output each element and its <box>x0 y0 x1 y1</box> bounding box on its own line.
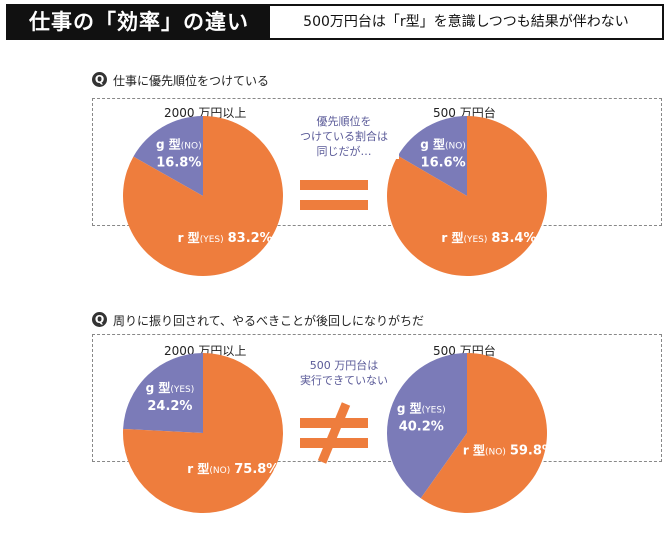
equal-sign-bar-top <box>300 180 368 190</box>
pie-3-slice-1-label: g 型(YES) 24.2% <box>146 380 195 414</box>
pie-1-slice-1-answer: (NO) <box>181 142 202 152</box>
group-label-1-right: 500 万円台 <box>433 106 496 120</box>
section-2-frame <box>92 334 662 462</box>
header-bar: 仕事の「効率」の違い 500万円台は「r型」を意識しつつも結果が伴わない <box>6 4 664 40</box>
pie-1-slice-2 <box>123 116 283 276</box>
page-subtitle: 500万円台は「r型」を意識しつつも結果が伴わない <box>303 14 629 30</box>
note-1: 優先順位を つけている割合は 同じだが… <box>289 114 399 159</box>
pie-2-slice-1-type: g 型 <box>420 136 445 151</box>
pie-1-slice-1-type: g 型 <box>156 137 181 152</box>
pie-1-slice-2-value: 83.2% <box>228 231 273 246</box>
group-label-2-left: 2000 万円以上 <box>164 344 247 358</box>
pie-2-slice-1-answer: (NO) <box>445 141 466 151</box>
pie-2-slice-2-answer: (YES) <box>463 235 487 245</box>
pie-4-slice-2-label: r 型(NO) 59.8% <box>463 442 555 458</box>
pie-2-slice-1-value: 16.6% <box>421 155 466 170</box>
pie-1-slice-1 <box>133 116 203 196</box>
pie-3-slice-2 <box>123 352 283 513</box>
note-1-line-3: 同じだが… <box>316 145 372 158</box>
pie-3-slice-1 <box>123 353 203 433</box>
note-2: 500 万円台は 実行できていない <box>289 358 399 388</box>
note-1-line-2: つけている割合は <box>300 130 388 143</box>
pie-4-slice-1-type: g 型 <box>397 400 422 415</box>
pie-3-slice-2-value: 75.8% <box>234 462 279 477</box>
pie-2-slice-1 <box>397 116 467 196</box>
note-2-line-1: 500 万円台は <box>309 359 379 372</box>
pie-3-slice-1-value: 24.2% <box>147 399 192 414</box>
pie-4-slice-2 <box>420 353 547 513</box>
note-2-line-2: 実行できていない <box>300 374 388 387</box>
pie-3-slice-1-answer: (YES) <box>170 385 194 395</box>
pie-2-slice-1-label: g 型(NO) 16.6% <box>420 136 466 170</box>
pie-4-slice-2-answer: (NO) <box>485 447 506 457</box>
page-title: 仕事の「効率」の違い <box>8 6 270 38</box>
pie-3-slice-1-type: g 型 <box>146 380 171 395</box>
question-2: 周りに振り回されて、やるべきことが後回しになりがちだ <box>113 314 425 328</box>
pie-2-slice-2-value: 83.4% <box>491 231 536 246</box>
not-equal-sign-slash <box>317 402 351 464</box>
question-mark-icon-2: Q <box>92 312 107 327</box>
question-1: 仕事に優先順位をつけている <box>113 74 270 88</box>
pie-4-slice-2-type: r 型 <box>463 442 485 457</box>
pie-4-slice-2-value: 59.8% <box>510 443 555 458</box>
pie-1-slice-1-label: g 型(NO) 16.8% <box>156 137 202 171</box>
pie-1-slice-2-type: r 型 <box>178 230 200 245</box>
group-label-1-left: 2000 万円以上 <box>164 106 247 120</box>
pie-3-slice-2-answer: (NO) <box>209 466 230 476</box>
equal-sign-bar-bottom <box>300 200 368 210</box>
pie-1-slice-1-value: 16.8% <box>156 156 201 171</box>
pie-4-slice-1-answer: (YES) <box>422 405 446 415</box>
pie-1-slice-2-answer: (YES) <box>200 235 224 245</box>
pie-2-slice-2 <box>387 116 548 276</box>
pie-3-slice-2-label: r 型(NO) 75.8% <box>187 461 279 477</box>
note-1-line-1: 優先順位を <box>316 115 372 128</box>
pie-4-slice-1 <box>387 353 467 499</box>
pie-4-slice-1-value: 40.2% <box>399 419 444 434</box>
section-1-frame <box>92 98 662 226</box>
pie-2-slice-2-label: r 型(YES) 83.4% <box>441 230 536 246</box>
pie-1-slice-2-label: r 型(YES) 83.2% <box>178 230 273 246</box>
pie-2-slice-2-type: r 型 <box>441 230 463 245</box>
question-mark-icon-1: Q <box>92 72 107 87</box>
pie-4-slice-1-label: g 型(YES) 40.2% <box>397 400 446 434</box>
pie-3-slice-2-type: r 型 <box>187 461 209 476</box>
